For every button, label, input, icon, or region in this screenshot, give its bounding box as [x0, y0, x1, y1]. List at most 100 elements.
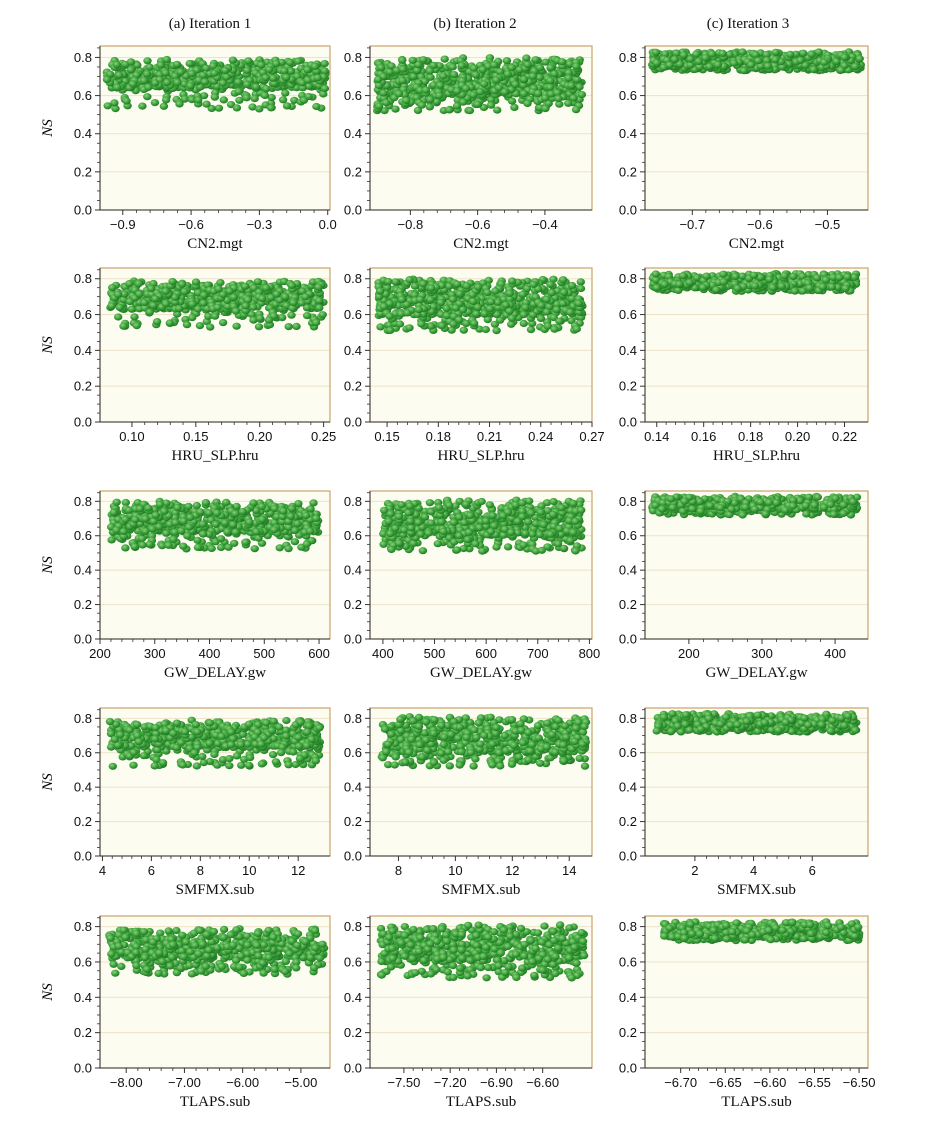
- scatter-point: [386, 326, 395, 334]
- scatter-point: [294, 57, 303, 65]
- y-tick-label: 0.2: [74, 597, 92, 612]
- scatter-point: [374, 102, 384, 110]
- scatter-point: [107, 536, 116, 544]
- scatter-point: [146, 284, 156, 293]
- scatter-point: [459, 98, 468, 106]
- scatter-point: [144, 83, 153, 91]
- scatter-points: [106, 497, 323, 553]
- y-tick-label: 0.4: [74, 126, 92, 141]
- scatter-point: [827, 283, 837, 291]
- x-tick-label: 0.18: [738, 429, 763, 444]
- scatter-point: [198, 530, 208, 538]
- scatter-point: [503, 70, 512, 78]
- scatter-point: [216, 279, 225, 287]
- scatter-point: [278, 96, 288, 104]
- scatter-points: [102, 55, 330, 113]
- scatter-point: [519, 311, 528, 319]
- scatter-point: [218, 79, 228, 87]
- scatter-point: [199, 92, 209, 100]
- scatter-point: [836, 66, 846, 74]
- scatter-point: [702, 272, 711, 280]
- scatter-point: [198, 71, 208, 79]
- scatter-point: [550, 70, 559, 78]
- scatter-point: [113, 290, 123, 298]
- scatter-point: [574, 299, 583, 307]
- scatter-point: [188, 300, 197, 308]
- scatter-point: [790, 287, 800, 295]
- scatter-point: [729, 59, 739, 67]
- scatter-point: [143, 57, 152, 65]
- scatter-point: [312, 318, 321, 327]
- scatter-point: [379, 302, 389, 311]
- scatter-point: [171, 519, 180, 527]
- scatter-point: [243, 66, 252, 74]
- scatter-point: [821, 276, 831, 284]
- y-tick-label: 0.8: [74, 494, 92, 509]
- scatter-point: [130, 543, 139, 551]
- scatter-point: [216, 535, 226, 543]
- scatter-point: [313, 74, 322, 82]
- x-axis-label: GW_DELAY.gw: [164, 665, 266, 681]
- scatter-point: [432, 98, 441, 106]
- scatter-point: [572, 62, 581, 70]
- scatter-point: [198, 520, 207, 528]
- scatter-point: [144, 504, 153, 512]
- scatter-point: [394, 90, 404, 98]
- scatter-point: [492, 76, 501, 84]
- scatter-point: [200, 78, 210, 86]
- scatter-point: [541, 58, 550, 66]
- scatter-point: [242, 80, 252, 89]
- y-tick-label: 0.6: [344, 88, 362, 103]
- scatter-point: [567, 281, 577, 290]
- scatter-point: [112, 498, 121, 506]
- scatter-point: [220, 519, 230, 527]
- scatter-point: [435, 91, 444, 100]
- scatter-point: [415, 296, 425, 304]
- scatter-point: [119, 527, 128, 536]
- scatter-point: [685, 278, 694, 287]
- y-tick-label: 0.8: [619, 271, 637, 286]
- scatter-point: [280, 293, 290, 301]
- scatter-point: [547, 289, 556, 297]
- scatter-point: [222, 73, 231, 81]
- x-tick-label: 600: [308, 646, 330, 661]
- scatter-point: [164, 541, 173, 549]
- scatter-point: [196, 508, 205, 516]
- scatter-point: [206, 323, 215, 331]
- scatter-point: [558, 276, 568, 284]
- scatter-point: [469, 319, 479, 327]
- y-axis-label: NS: [40, 336, 56, 355]
- scatter-point: [213, 303, 222, 311]
- scatter-point: [169, 535, 178, 543]
- scatter-point: [851, 62, 860, 71]
- scatter-point: [738, 48, 747, 56]
- scatter-point: [528, 72, 537, 80]
- scatter-point: [159, 102, 169, 110]
- scatter-point: [266, 293, 276, 302]
- scatter-point: [179, 542, 188, 550]
- scatter-point: [705, 62, 714, 71]
- scatter-point: [437, 322, 447, 330]
- scatter-point: [546, 77, 555, 85]
- y-tick-label: 0.0: [344, 415, 362, 430]
- scatter-point: [262, 85, 271, 93]
- scatter-point: [454, 316, 464, 324]
- scatter-point: [507, 97, 517, 105]
- scatter-point: [185, 59, 194, 68]
- scatter-point: [754, 57, 763, 65]
- scatter-point: [747, 61, 756, 69]
- scatter-point: [320, 60, 329, 68]
- scatter-point: [258, 515, 267, 524]
- x-tick-label: −0.6: [178, 217, 204, 232]
- scatter-point: [172, 60, 182, 68]
- scatter-point: [258, 294, 267, 303]
- scatter-point: [780, 272, 789, 280]
- y-tick-label: 0.4: [74, 563, 92, 578]
- scatter-point: [492, 327, 501, 335]
- scatter-point: [244, 57, 253, 65]
- y-axis-label: NS: [40, 556, 56, 575]
- y-tick-label: 0.6: [74, 88, 92, 103]
- scatter-point: [177, 527, 186, 535]
- scatter-point: [505, 307, 514, 315]
